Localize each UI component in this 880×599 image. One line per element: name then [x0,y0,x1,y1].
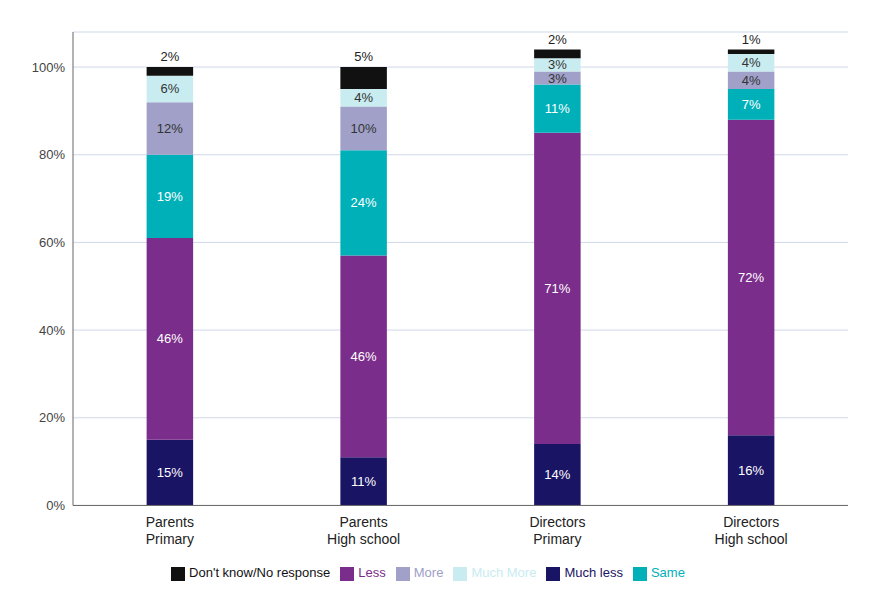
svg-text:80%: 80% [39,147,65,162]
svg-text:0%: 0% [46,498,65,513]
svg-text:100%: 100% [32,60,66,75]
svg-text:40%: 40% [39,323,65,338]
svg-text:4%: 4% [742,73,761,88]
html-text:Same: Same [651,565,685,581]
svg-text:14%: 14% [544,467,570,482]
svg-text:DirectorsPrimary: DirectorsPrimary [529,514,585,547]
svg-text:5%: 5% [354,49,373,64]
svg-text:11%: 11% [351,474,376,489]
svg-text:3%: 3% [548,57,567,72]
html-text:Much less: Much less [564,565,623,581]
svg-text:3%: 3% [548,71,567,86]
svg-text:ParentsPrimary: ParentsPrimary [146,514,194,547]
html-text:Don't know/No response: Don't know/No response [189,565,331,581]
svg-text:46%: 46% [157,331,183,346]
svg-text:DirectorsHigh school: DirectorsHigh school [715,514,788,547]
svg-text:20%: 20% [39,410,65,425]
html-text:More: More [413,565,444,581]
html-text:Much More: Much More [471,565,537,581]
svg-text:4%: 4% [354,90,373,105]
svg-text:19%: 19% [157,189,183,204]
svg-text:7%: 7% [742,97,761,112]
svg-text:1%: 1% [742,32,761,47]
svg-text:16%: 16% [738,463,764,478]
svg-text:12%: 12% [157,121,183,136]
svg-text:ParentsHigh school: ParentsHigh school [327,514,400,547]
svg-text:11%: 11% [545,101,570,116]
svg-text:72%: 72% [738,270,764,285]
svg-text:10%: 10% [351,121,377,136]
svg-text:2%: 2% [160,49,179,64]
svg-text:2%: 2% [548,32,567,47]
svg-text:71%: 71% [544,281,570,296]
svg-text:60%: 60% [39,235,65,250]
svg-text:6%: 6% [160,81,179,96]
html-text:Less: Less [358,565,386,581]
svg-text:15%: 15% [157,465,183,480]
svg-text:46%: 46% [351,349,377,364]
svg-text:24%: 24% [351,195,377,210]
svg-text:4%: 4% [742,55,761,70]
